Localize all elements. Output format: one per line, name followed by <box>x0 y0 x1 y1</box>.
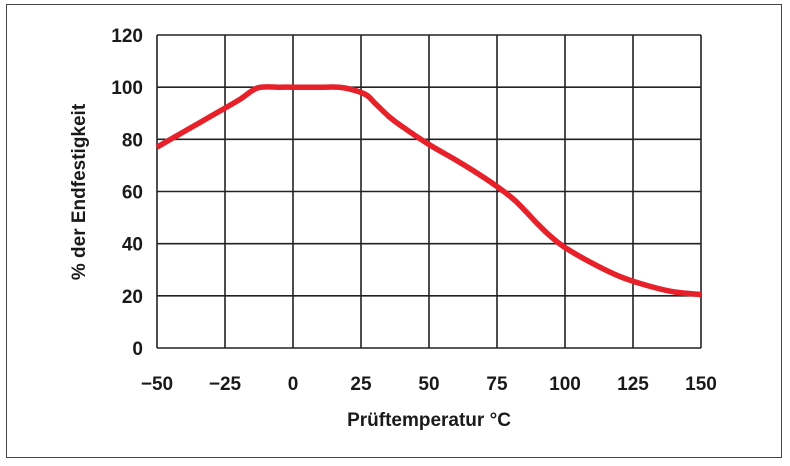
y-axis-ticks: 0 20 40 60 80 100 120 <box>111 26 143 360</box>
y-tick-label: 20 <box>122 287 143 308</box>
grid <box>156 34 702 349</box>
x-axis-ticks: −50 −25 0 25 50 75 100 125 150 <box>141 374 717 395</box>
x-tick-label: 125 <box>617 374 649 395</box>
y-tick-label: 100 <box>111 78 143 99</box>
y-tick-label: 120 <box>111 26 143 47</box>
x-tick-label: 25 <box>350 374 372 395</box>
x-tick-label: −50 <box>141 374 173 395</box>
y-tick-label: 0 <box>132 339 143 360</box>
x-axis-title: Prüftemperatur °C <box>347 410 511 431</box>
chart-frame <box>6 4 782 458</box>
x-tick-label: 50 <box>418 374 439 395</box>
x-tick-label: 75 <box>486 374 508 395</box>
y-tick-label: 80 <box>122 130 143 151</box>
x-tick-label: 150 <box>685 374 717 395</box>
x-tick-label: −25 <box>209 374 242 395</box>
x-tick-label: 0 <box>288 374 299 395</box>
series-line <box>155 84 702 298</box>
y-tick-label: 40 <box>122 235 143 256</box>
series-group <box>155 84 702 298</box>
y-axis-title: % der Endfestigkeit <box>69 103 90 280</box>
x-tick-label: 100 <box>549 374 581 395</box>
y-tick-label: 60 <box>122 183 143 204</box>
